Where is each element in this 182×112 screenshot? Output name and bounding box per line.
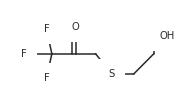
Text: OH: OH <box>159 31 175 41</box>
Text: F: F <box>43 73 49 83</box>
Text: O: O <box>72 22 79 32</box>
Text: F: F <box>43 24 49 34</box>
Text: F: F <box>21 49 27 59</box>
Text: S: S <box>109 69 115 79</box>
